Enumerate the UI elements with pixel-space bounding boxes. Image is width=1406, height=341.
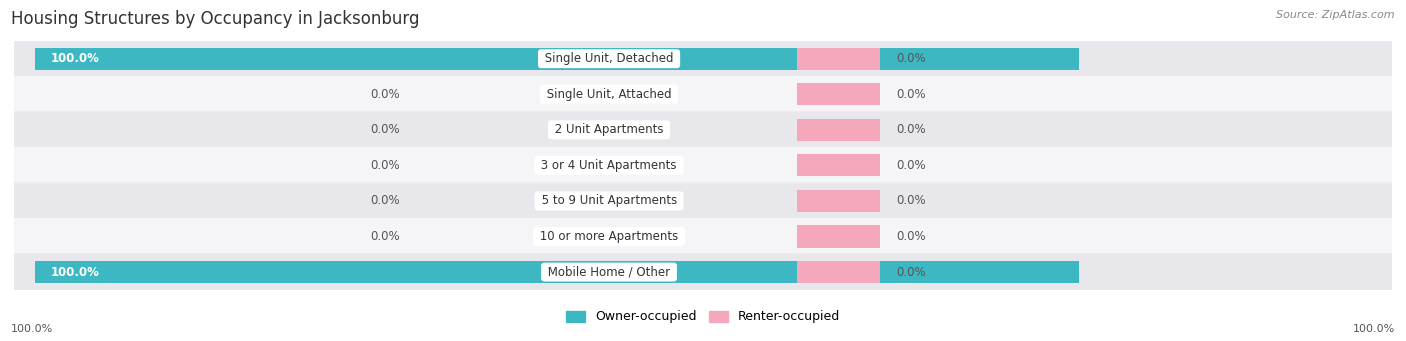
Text: 3 or 4 Unit Apartments: 3 or 4 Unit Apartments: [537, 159, 681, 172]
Text: 5 to 9 Unit Apartments: 5 to 9 Unit Apartments: [537, 194, 681, 207]
Text: 0.0%: 0.0%: [371, 123, 401, 136]
Text: Source: ZipAtlas.com: Source: ZipAtlas.com: [1277, 10, 1395, 20]
Text: 100.0%: 100.0%: [51, 266, 100, 279]
Text: 0.0%: 0.0%: [896, 52, 925, 65]
Bar: [797, 119, 880, 141]
Text: 100.0%: 100.0%: [1353, 324, 1395, 334]
Text: 0.0%: 0.0%: [896, 159, 925, 172]
FancyBboxPatch shape: [14, 254, 1392, 291]
Text: Housing Structures by Occupancy in Jacksonburg: Housing Structures by Occupancy in Jacks…: [11, 10, 420, 28]
FancyBboxPatch shape: [14, 147, 1392, 184]
Bar: [35, 261, 1078, 283]
Text: 100.0%: 100.0%: [51, 52, 100, 65]
Text: 0.0%: 0.0%: [896, 123, 925, 136]
Text: 0.0%: 0.0%: [896, 194, 925, 207]
Text: Mobile Home / Other: Mobile Home / Other: [544, 266, 673, 279]
FancyBboxPatch shape: [14, 40, 1392, 77]
Bar: [797, 48, 880, 70]
FancyBboxPatch shape: [14, 182, 1392, 220]
Text: 0.0%: 0.0%: [371, 88, 401, 101]
Text: 0.0%: 0.0%: [371, 230, 401, 243]
Text: 10 or more Apartments: 10 or more Apartments: [536, 230, 682, 243]
Text: 0.0%: 0.0%: [371, 194, 401, 207]
Text: 100.0%: 100.0%: [11, 324, 53, 334]
Bar: [797, 190, 880, 212]
FancyBboxPatch shape: [14, 111, 1392, 148]
Bar: [797, 83, 880, 105]
Bar: [797, 225, 880, 248]
FancyBboxPatch shape: [14, 76, 1392, 113]
FancyBboxPatch shape: [14, 218, 1392, 255]
Text: 0.0%: 0.0%: [896, 88, 925, 101]
Bar: [797, 154, 880, 176]
Text: 2 Unit Apartments: 2 Unit Apartments: [551, 123, 668, 136]
Text: Single Unit, Attached: Single Unit, Attached: [543, 88, 675, 101]
Text: Single Unit, Detached: Single Unit, Detached: [541, 52, 678, 65]
Text: 0.0%: 0.0%: [896, 230, 925, 243]
Bar: [35, 48, 1078, 70]
Legend: Owner-occupied, Renter-occupied: Owner-occupied, Renter-occupied: [561, 306, 845, 328]
Text: 0.0%: 0.0%: [896, 266, 925, 279]
Text: 0.0%: 0.0%: [371, 159, 401, 172]
Bar: [797, 261, 880, 283]
